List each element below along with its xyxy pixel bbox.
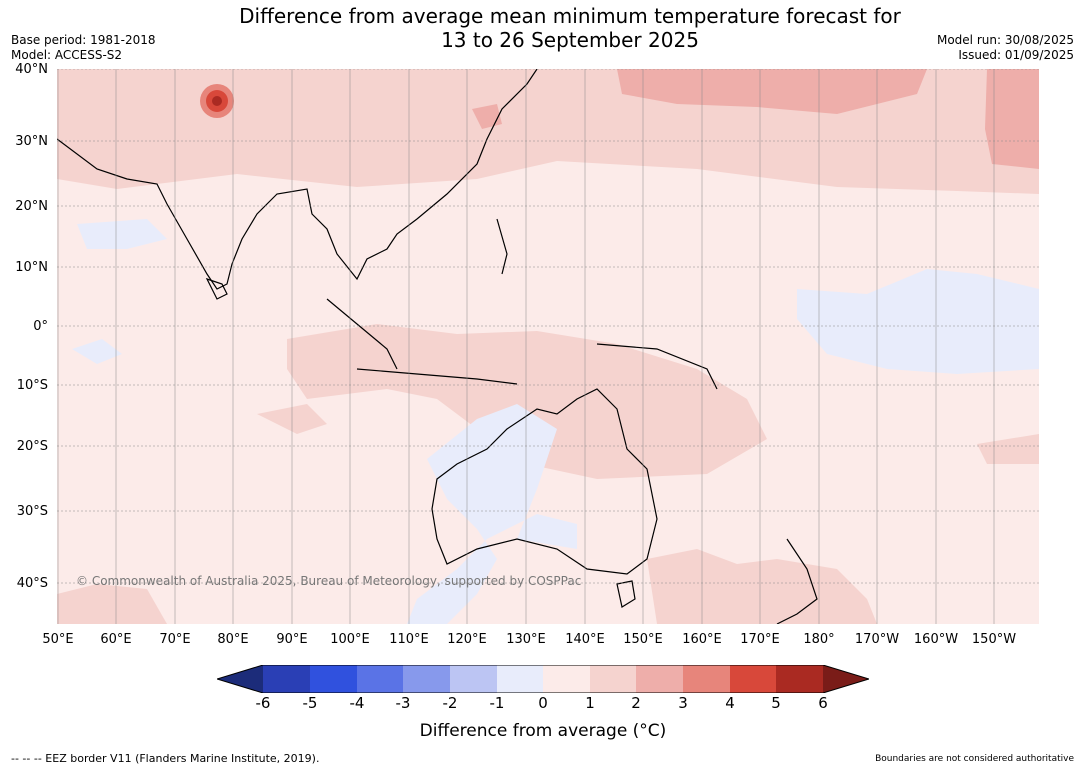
colorbar-swatch-10: [683, 665, 730, 693]
graticule: [57, 69, 1039, 624]
anomaly-southern-ocean-west: [57, 584, 167, 624]
lat-label-40n: 40°N: [15, 62, 48, 77]
cbar-tick-4: 4: [725, 694, 735, 712]
lon-label-130e: 130°E: [506, 632, 546, 647]
colorbar-swatch-4: [403, 665, 450, 693]
cbar-tick-2: 2: [631, 694, 641, 712]
cbar-tick-1: 1: [585, 694, 595, 712]
anomaly-cool-pacific: [797, 269, 1039, 374]
anomaly-cool-indian-ocean: [72, 339, 122, 364]
base-period: Base period: 1981-2018: [11, 33, 156, 47]
lat-label-10s: 10°S: [16, 378, 48, 393]
eez-border-note: -- -- -- EEZ border V11 (Flanders Marine…: [11, 752, 320, 765]
cbar-tick-m3: -3: [395, 694, 411, 712]
lat-label-20n: 20°N: [15, 199, 48, 214]
cbar-tick-0: 0: [538, 694, 548, 712]
lat-label-30n: 30°N: [15, 134, 48, 149]
anomaly-south-pacific-east: [977, 434, 1039, 464]
cbar-tick-m6: -6: [255, 694, 271, 712]
cbar-tick-m2: -2: [442, 694, 458, 712]
anomaly-ne-pacific: [985, 69, 1039, 169]
anomaly-n-pacific: [617, 69, 927, 114]
cbar-tick-m5: -5: [302, 694, 318, 712]
lon-label-110e: 110°E: [389, 632, 429, 647]
colorbar-swatch-3: [357, 665, 403, 693]
lat-label-20s: 20°S: [16, 439, 48, 454]
colorbar-swatch-1: [263, 665, 310, 693]
meta-left: Base period: 1981-2018 Model: ACCESS-S2: [11, 33, 156, 63]
meta-right: Model run: 30/08/2025 Issued: 01/09/2025: [937, 33, 1074, 63]
colorbar-arrow-high: [823, 665, 869, 693]
coastlines: [57, 69, 818, 624]
colorbar-svg: [215, 664, 871, 694]
cbar-tick-5: 5: [771, 694, 781, 712]
lon-label-180: 180°: [803, 632, 835, 647]
issued-date: Issued: 01/09/2025: [958, 48, 1074, 62]
colorbar-arrow-low: [217, 665, 263, 693]
lon-label-120e: 120°E: [447, 632, 487, 647]
title-line-2: 13 to 26 September 2025: [441, 28, 699, 52]
lon-label-60e: 60°E: [100, 632, 132, 647]
colorbar-title: Difference from average (°C): [419, 721, 667, 741]
colorbar-swatch-5: [450, 665, 497, 693]
lon-label-160w: 160°W: [913, 632, 959, 647]
lon-label-90e: 90°E: [276, 632, 308, 647]
model-name: Model: ACCESS-S2: [11, 48, 123, 62]
colorbar-swatch-12: [776, 665, 823, 693]
lon-label-100e: 100°E: [330, 632, 370, 647]
lon-label-50e: 50°E: [42, 632, 74, 647]
colorbar-swatch-11: [730, 665, 776, 693]
lat-label-10n: 10°N: [15, 260, 48, 275]
anomaly-maritime-continent: [287, 324, 767, 479]
anomaly-cool-arabian: [77, 219, 167, 249]
lat-label-0: 0°: [33, 319, 48, 334]
lat-label-40s: 40°S: [16, 576, 48, 591]
colorbar-swatch-7: [543, 665, 590, 693]
anomaly-cool-w-australia: [407, 404, 577, 624]
lat-label-30s: 30°S: [16, 504, 48, 519]
lon-label-150e: 150°E: [623, 632, 663, 647]
anomaly-tasman: [647, 549, 877, 624]
lon-label-170e: 170°E: [740, 632, 780, 647]
cbar-tick-6: 6: [818, 694, 828, 712]
copyright-text: © Commonwealth of Australia 2025, Bureau…: [76, 574, 581, 588]
map-svg: © Commonwealth of Australia 2025, Bureau…: [57, 69, 1039, 624]
title-line-1: Difference from average mean minimum tem…: [239, 4, 901, 28]
lon-label-170w: 170°W: [854, 632, 900, 647]
colorbar-swatch-6: [497, 665, 543, 693]
hotspot-core: [212, 96, 222, 106]
colorbar-swatch-8: [590, 665, 636, 693]
map-panel: © Commonwealth of Australia 2025, Bureau…: [57, 69, 1039, 624]
lon-label-140e: 140°E: [565, 632, 605, 647]
cbar-tick-m4: -4: [349, 694, 365, 712]
map-title: Difference from average mean minimum tem…: [180, 4, 960, 52]
lon-label-160e: 160°E: [682, 632, 722, 647]
colorbar: [215, 664, 871, 694]
cbar-tick-3: 3: [678, 694, 688, 712]
boundaries-disclaimer: Boundaries are not considered authoritat…: [875, 754, 1074, 764]
colorbar-swatch-2: [310, 665, 357, 693]
colorbar-swatch-9: [636, 665, 683, 693]
cbar-tick-m1: -1: [489, 694, 505, 712]
model-run: Model run: 30/08/2025: [936, 33, 1074, 47]
lon-label-80e: 80°E: [217, 632, 249, 647]
lon-label-70e: 70°E: [159, 632, 191, 647]
lon-label-150w: 150°W: [971, 632, 1017, 647]
